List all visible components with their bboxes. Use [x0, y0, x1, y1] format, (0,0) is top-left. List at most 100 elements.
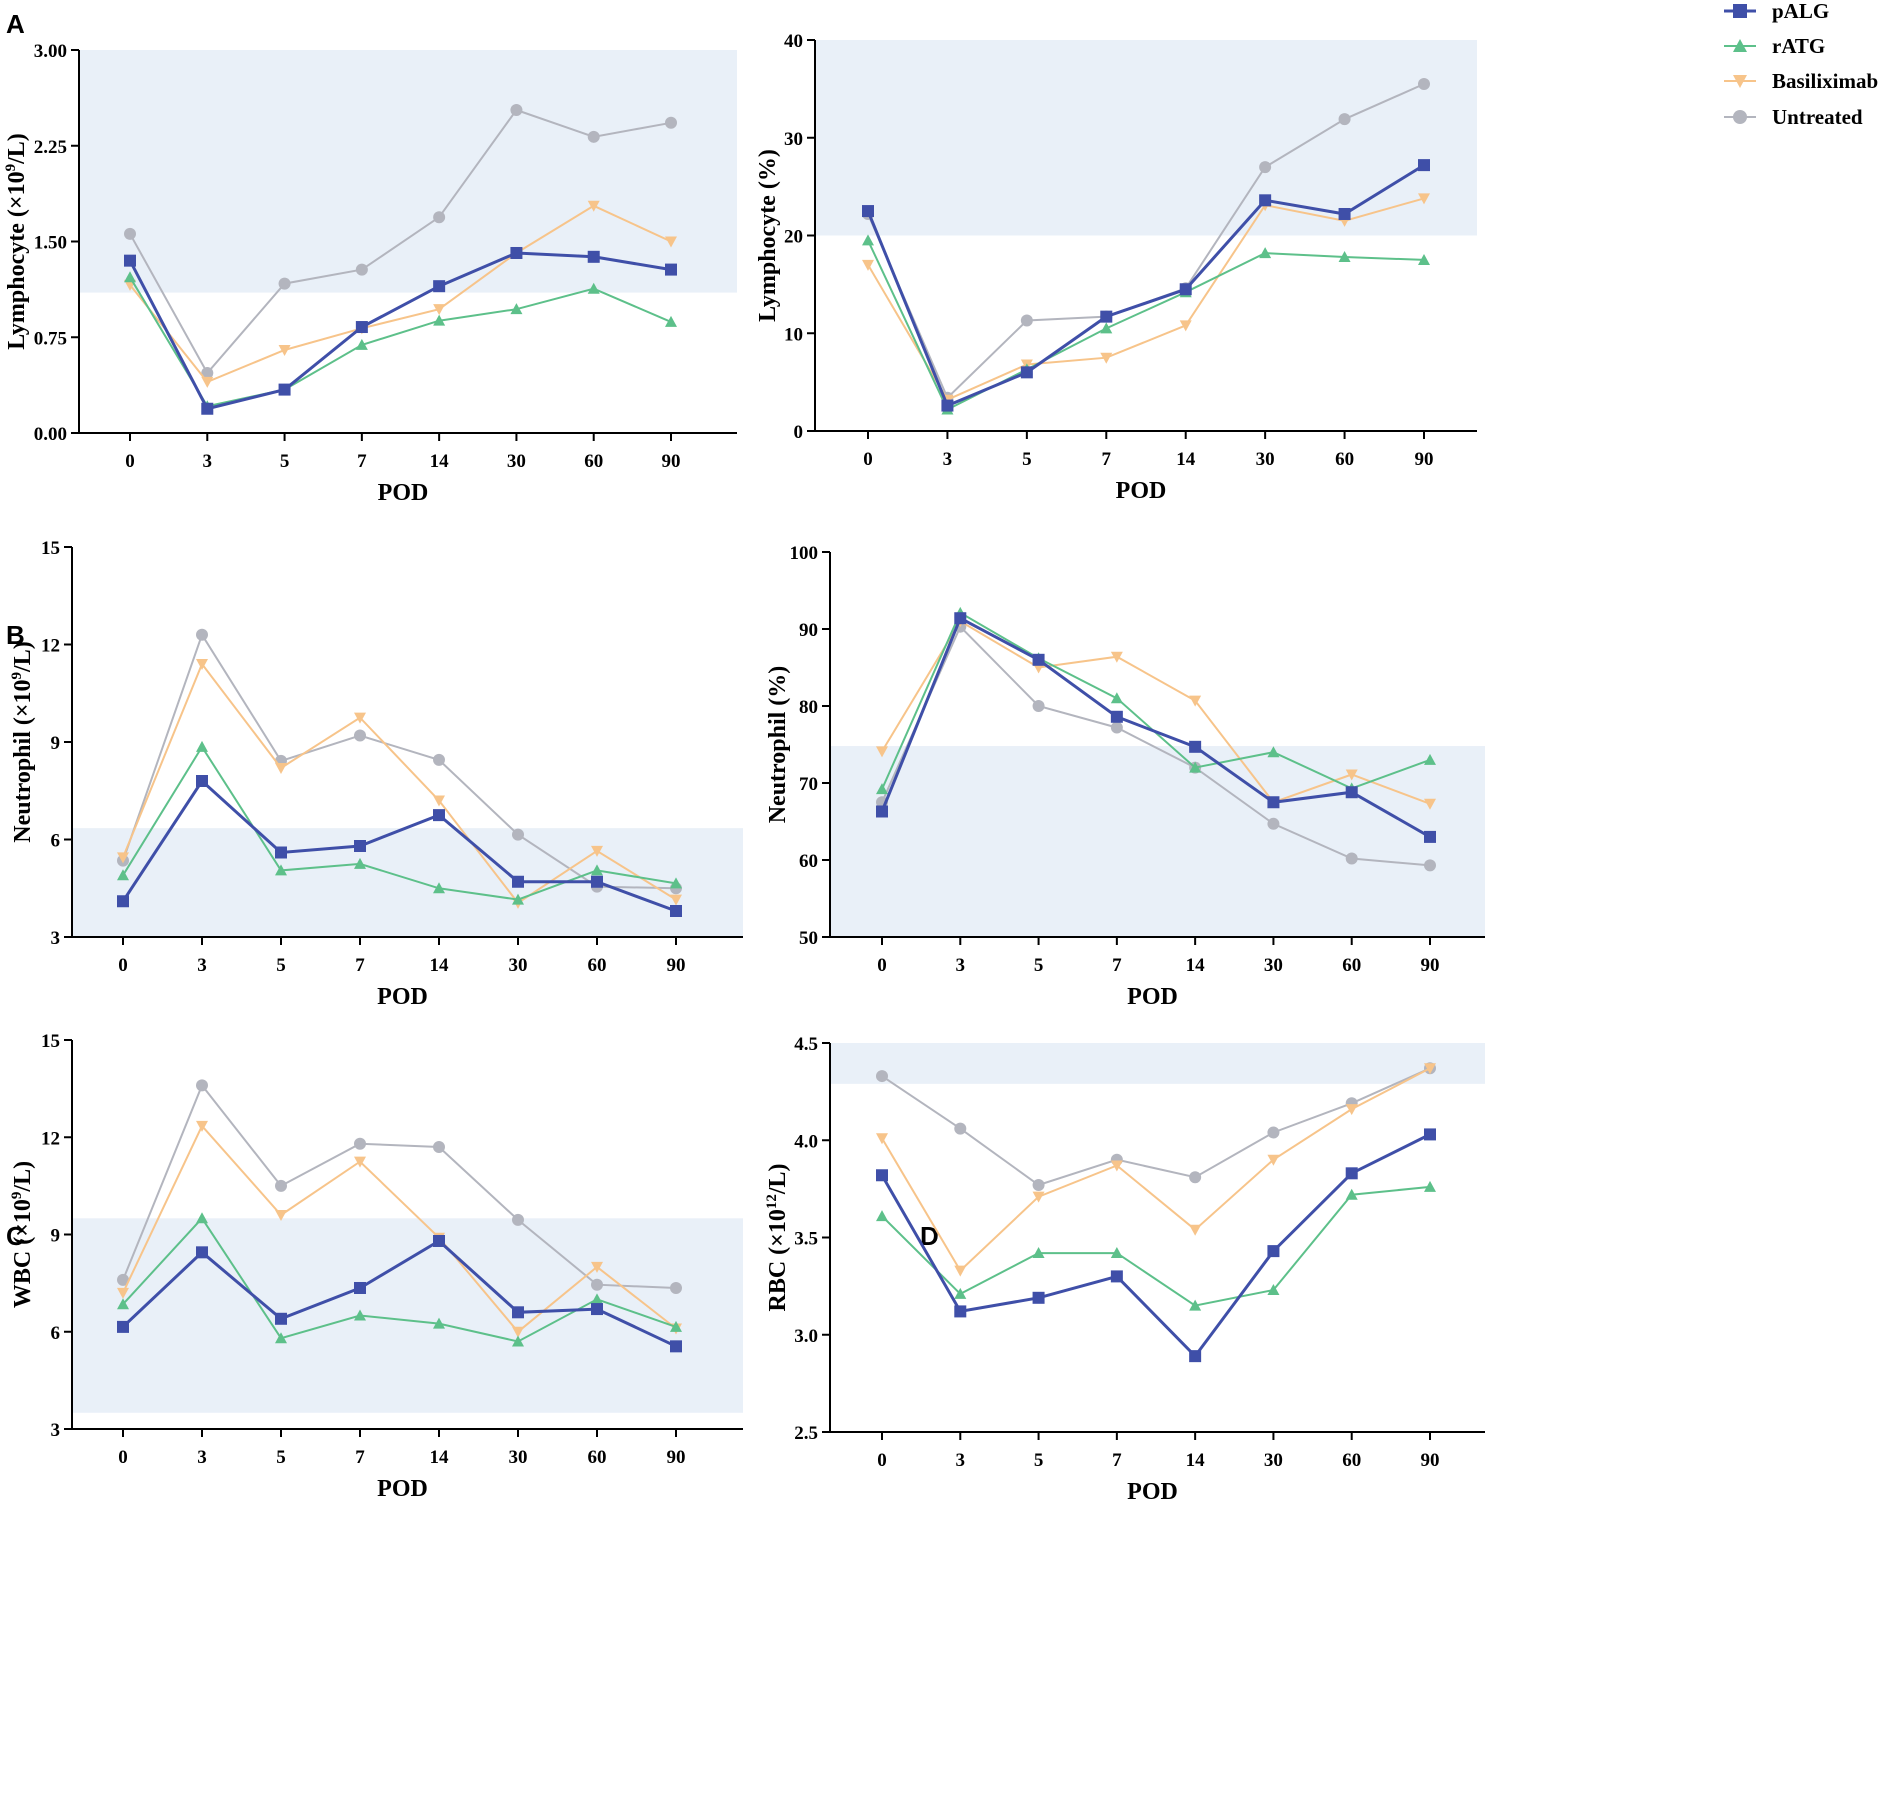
y-tick-label: 15 [41, 538, 60, 559]
data-point-ratg [1424, 753, 1436, 765]
data-point-ratg [354, 1309, 366, 1321]
data-point-ratg [117, 869, 129, 881]
y-tick-label: 90 [799, 620, 818, 641]
x-tick-label: 7 [1102, 449, 1112, 470]
series-ratg [117, 740, 682, 905]
series-line-basiliximab [122, 1124, 677, 1334]
x-tick-label: 7 [355, 1447, 365, 1468]
data-point-ratg [196, 740, 208, 752]
data-point-ratg [510, 303, 523, 315]
data-point-untreated [512, 828, 524, 841]
data-point-basiliximab [587, 200, 600, 212]
triangle-down-marker-icon [1733, 75, 1747, 88]
data-point-palg [433, 280, 446, 293]
x-tick-label: 5 [1022, 449, 1032, 470]
reference-range-band [830, 746, 1485, 937]
data-point-basiliximab [1179, 320, 1192, 332]
data-point-palg [124, 254, 136, 267]
data-point-basiliximab [876, 1133, 888, 1145]
data-point-basiliximab [354, 712, 366, 724]
chart-a-right: 0 10 20 30 40 0 3 5 7 14 30 60 90 POD Lymphocyte (%) [755, 31, 1477, 504]
circle-marker-icon [1733, 110, 1747, 124]
series-line-basiliximab [881, 1067, 1431, 1273]
y-axis-title: Lymphocyte (×109/L) [3, 133, 30, 350]
data-point-palg [275, 846, 287, 859]
x-tick-label: 90 [667, 1447, 686, 1468]
y-tick-label: 3.5 [794, 1229, 818, 1250]
data-point-ratg [876, 1210, 888, 1222]
data-point-untreated [591, 1278, 603, 1291]
data-point-ratg [670, 877, 682, 889]
series-ratg [117, 1212, 682, 1347]
data-point-palg [1179, 283, 1192, 296]
data-point-ratg [670, 1320, 682, 1332]
data-point-basiliximab [196, 1120, 208, 1132]
y-axis-title-unit: /L) [765, 1163, 791, 1195]
series-line-ratg [122, 745, 677, 901]
y-axis-title: WBC (×109/L) [9, 1161, 36, 1308]
data-point-palg [354, 840, 366, 852]
reference-range-band [815, 40, 1477, 236]
legend-item-untreated: Untreated [1724, 105, 1863, 129]
data-point-untreated [196, 1079, 208, 1092]
data-point-palg [510, 246, 523, 259]
data-point-ratg [1338, 251, 1351, 263]
data-point-basiliximab [670, 894, 682, 906]
y-axis-title-main: Lymphocyte (×10 [4, 171, 30, 349]
x-tick-label: 0 [118, 1447, 128, 1468]
legend-label-palg: pALG [1772, 0, 1829, 23]
data-point-ratg [1267, 1284, 1280, 1296]
y-axis-title: Neutrophil (×109/L) [9, 641, 36, 842]
data-point-untreated [954, 1122, 967, 1135]
data-point-ratg [1424, 1180, 1436, 1192]
x-tick-label: 7 [357, 451, 367, 472]
legend-label-untreated: Untreated [1772, 105, 1863, 129]
data-point-ratg [275, 864, 287, 876]
reference-range-band [72, 1218, 743, 1413]
x-tick-label: 14 [430, 1447, 450, 1468]
y-tick-label: 2.25 [34, 137, 67, 158]
x-tick-label: 60 [1342, 955, 1361, 976]
data-point-basiliximab [433, 795, 445, 807]
chart-d: 2.5 3.0 3.5 4.0 4.5 0 3 5 7 14 30 60 90 POD RBC (×1012… [764, 1034, 1485, 1505]
series-line-basiliximab [881, 619, 1431, 805]
data-point-untreated [1189, 1171, 1202, 1184]
data-point-untreated [512, 1213, 524, 1226]
x-tick-label: 60 [588, 1447, 607, 1468]
x-axis-title: POD [377, 1476, 428, 1502]
y-tick-label: 6 [51, 831, 61, 852]
y-tick-label: 0.00 [34, 424, 67, 445]
x-tick-label: 90 [662, 451, 681, 472]
data-point-basiliximab [1032, 1191, 1045, 1203]
data-point-basiliximab [1189, 695, 1202, 707]
data-point-untreated [1259, 161, 1272, 174]
data-point-palg [512, 875, 524, 888]
y-tick-label: 30 [784, 129, 803, 150]
x-tick-label: 5 [280, 451, 290, 472]
data-point-basiliximab [876, 746, 888, 758]
x-tick-label: 3 [197, 1447, 207, 1468]
data-point-untreated [1424, 859, 1436, 872]
data-point-untreated [1267, 817, 1280, 830]
data-point-ratg [1259, 247, 1272, 259]
x-tick-label: 14 [1186, 1450, 1206, 1471]
data-point-basiliximab [354, 1156, 366, 1168]
data-point-palg [1110, 710, 1123, 723]
chart-a-left: 0.00 0.75 1.50 2.25 3.00 0 3 5 7 14 30 60 90 POD Lymph… [3, 41, 737, 506]
data-point-ratg [954, 1287, 967, 1299]
data-point-basiliximab [1100, 352, 1113, 364]
data-point-basiliximab [1267, 1154, 1280, 1166]
reference-range-band [830, 1043, 1485, 1084]
data-point-ratg [355, 338, 368, 350]
series-line-untreated [122, 1083, 677, 1289]
x-axis-title: POD [378, 480, 429, 506]
data-point-ratg [354, 857, 366, 869]
data-point-palg [954, 612, 967, 625]
x-tick-label: 0 [877, 1450, 887, 1471]
data-point-untreated [1020, 314, 1033, 327]
y-tick-label: 20 [784, 227, 803, 248]
y-tick-label: 3.0 [794, 1326, 818, 1347]
chart-b-right: 50 60 70 80 90 100 0 3 5 7 14 30 60 90 POD Neutrophil (… [765, 543, 1485, 1010]
